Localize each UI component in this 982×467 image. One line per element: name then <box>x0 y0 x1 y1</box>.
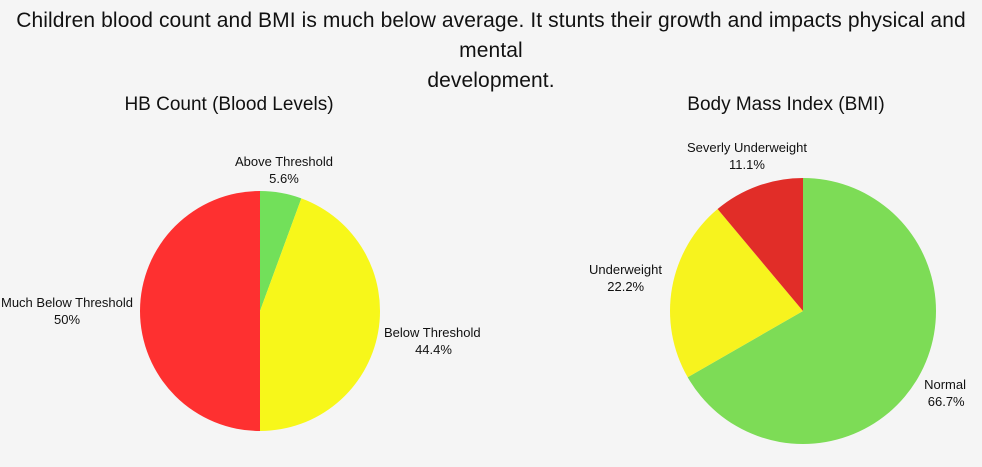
hb-count-chart: HB Count (Blood Levels) Above Threshold 5… <box>1 94 481 431</box>
slice-label-underweight: Underweight 22.2% <box>589 262 662 294</box>
hb-count-chart-title: HB Count (Blood Levels) <box>124 94 333 115</box>
pie-slice-severly-underweight <box>717 178 803 311</box>
page-headline: Children blood count and BMI is much bel… <box>0 6 982 96</box>
pie-slice-underweight <box>670 209 803 378</box>
pie-slice-above-threshold <box>260 191 302 311</box>
hb-count-pie: Above Threshold 5.6% Below Threshold 44.4% M… <box>1 154 481 431</box>
headline-line-2: development. <box>427 69 555 92</box>
pie-slice-below-threshold <box>260 198 381 431</box>
slice-label-below-threshold: Below Threshold 44.4% <box>384 325 481 357</box>
bmi-chart-title: Body Mass Index (BMI) <box>687 94 884 115</box>
bmi-pie: Normal 66.7% Underweight 22.2% Severly Under… <box>589 140 966 445</box>
pie-slice-normal <box>687 178 937 445</box>
slice-label-normal: Normal 66.7% <box>924 377 966 409</box>
pie-slice-much-below-threshold <box>140 191 260 431</box>
slice-label-severly-underweight: Severly Underweight 11.1% <box>687 140 807 172</box>
bmi-chart: Body Mass Index (BMI) Normal 66.7% Underwe… <box>589 94 966 445</box>
slice-label-much-below-threshold: Much Below Threshold 50% <box>1 295 133 327</box>
headline-line-1: Children blood count and BMI is much bel… <box>16 9 966 62</box>
slice-label-above-threshold: Above Threshold 5.6% <box>235 154 333 186</box>
